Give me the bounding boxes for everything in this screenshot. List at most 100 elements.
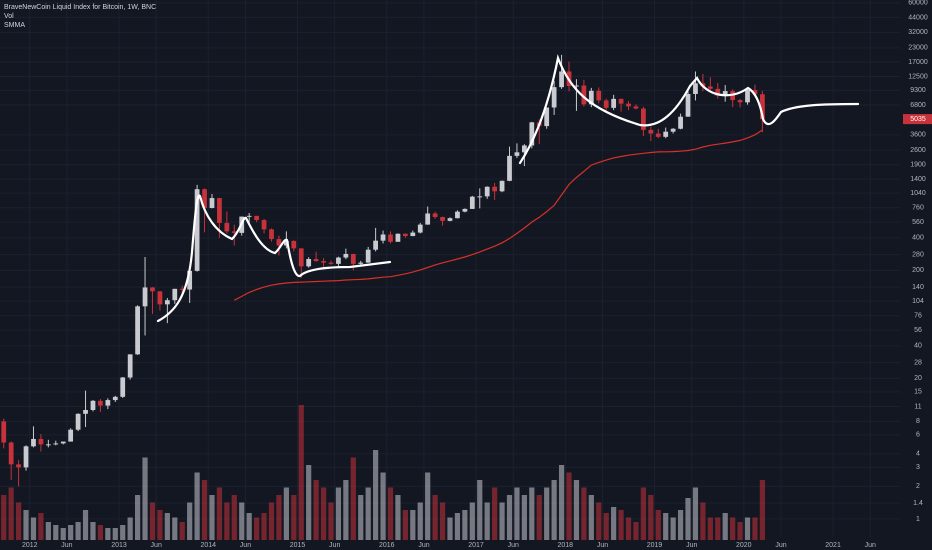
legend-entry: Vol [4, 13, 14, 20]
x-tick-label: Jun [508, 542, 519, 549]
volume-bar [254, 517, 260, 540]
candle-body [343, 253, 349, 258]
x-tick-label: 2012 [22, 542, 38, 549]
candle-body [380, 234, 386, 241]
y-tick-label: 200 [912, 267, 924, 274]
volume-bar [692, 487, 699, 540]
volume-bar [38, 513, 44, 540]
y-tick-label: 23000 [908, 45, 928, 52]
volume-bar [640, 487, 646, 540]
chart-title: BraveNewCoin Liquid Index for Bitcoin, 1… [4, 4, 156, 11]
candle-body [395, 233, 401, 242]
smma-line [234, 129, 763, 301]
last-price-label: 5035 [910, 116, 926, 123]
candle-body [75, 413, 81, 430]
legend-entry: SMMA [4, 22, 25, 29]
candle-body [313, 259, 319, 262]
candle-body [150, 287, 155, 292]
candle-body [388, 234, 393, 242]
volume-bar [328, 502, 334, 540]
candle-body [760, 94, 765, 120]
candle-body [194, 189, 200, 271]
volume-bar [164, 513, 170, 540]
candle-body [246, 215, 252, 217]
candle-body [209, 198, 215, 208]
volume-bar [127, 517, 133, 540]
x-tick-label: 2014 [200, 542, 216, 549]
y-tick-label: 140 [912, 284, 924, 291]
candle-body [365, 249, 371, 263]
hand-drawn-curve [156, 194, 392, 323]
volume-bar [730, 517, 736, 540]
candle-body [135, 306, 140, 355]
y-tick-label: 560 [912, 219, 924, 226]
volume-bar [380, 472, 386, 540]
candle-body [187, 270, 193, 290]
volume-bar [23, 510, 29, 540]
candle-body [8, 442, 14, 465]
candle-body [588, 90, 594, 105]
indicator-lines [234, 129, 763, 301]
candle-body [633, 106, 639, 109]
candle-body [410, 232, 416, 237]
volume-bar [291, 495, 297, 540]
volume-bar [105, 528, 111, 540]
y-tick-label: 6800 [910, 102, 926, 109]
x-tick-label: 2016 [379, 542, 395, 549]
candle-body [663, 131, 669, 137]
y-tick-label: 11 [914, 403, 921, 410]
volume-bar [157, 510, 163, 540]
candle-body [31, 438, 36, 447]
y-tick-label: 1 [916, 516, 920, 523]
candle-body [298, 248, 304, 267]
y-tick-label: 3 [916, 464, 920, 471]
candle-body [544, 107, 550, 127]
candle-body [507, 155, 512, 181]
volume-bar [343, 480, 349, 540]
volume-pane [1, 405, 765, 540]
volume-bar [447, 517, 453, 540]
x-tick-label: 2015 [290, 542, 306, 549]
candle-body [261, 220, 267, 230]
volume-bar [588, 495, 594, 540]
candle-body [164, 300, 170, 305]
volume-bar [276, 495, 282, 540]
y-tick-label: 6 [916, 432, 920, 439]
candle-body [1, 421, 7, 443]
volume-bar [737, 522, 743, 540]
candle-body [142, 287, 148, 307]
candle-body [440, 217, 445, 221]
volume-bar [283, 487, 289, 540]
volume-bar [722, 513, 728, 540]
candle-body [23, 446, 29, 468]
y-tick-label: 15 [914, 389, 922, 396]
candle-body [722, 91, 728, 96]
volume-bar [179, 522, 185, 540]
candle-body [224, 222, 230, 232]
volume-bar [410, 510, 416, 540]
volume-bar [536, 495, 542, 540]
y-tick-label: 76 [914, 313, 922, 320]
candle-body [328, 262, 334, 264]
volume-bar [201, 480, 208, 540]
candle-body [16, 464, 21, 468]
volume-bar [313, 480, 319, 540]
x-tick-label: 2013 [111, 542, 127, 549]
volume-bar [514, 487, 520, 540]
candle-body [291, 240, 297, 249]
volume-bar [625, 517, 632, 540]
y-tick-label: 4 [916, 451, 920, 458]
candle-body [306, 259, 312, 267]
volume-bar [544, 487, 550, 540]
candle-body [752, 90, 758, 95]
volume-bar [395, 495, 401, 540]
candle-body [283, 240, 289, 246]
volume-bar [268, 502, 275, 540]
volume-bar [663, 513, 669, 540]
candle-body [447, 218, 453, 221]
volume-bar [90, 522, 96, 540]
candle-body [38, 438, 44, 445]
volume-bar [365, 487, 371, 540]
candle-body [350, 253, 356, 264]
volume-bar [618, 510, 624, 540]
